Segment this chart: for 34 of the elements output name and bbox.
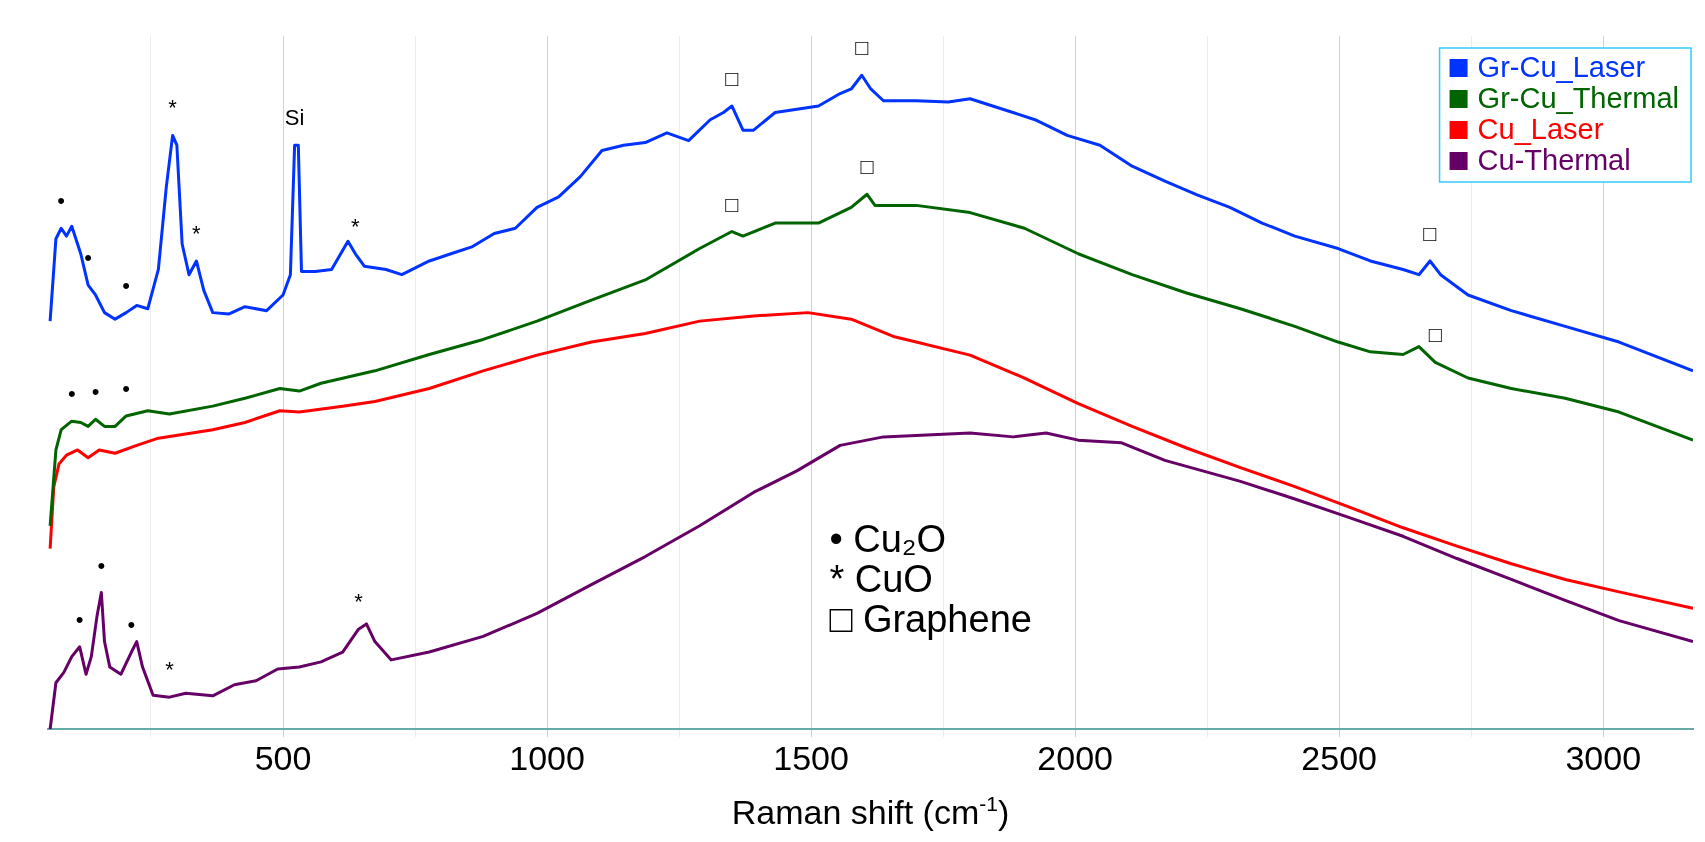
annotation: • [75, 606, 84, 632]
x-tick-label: 500 [254, 738, 312, 777]
annotation: * [168, 95, 178, 121]
annotation: * CuO [829, 558, 933, 601]
legend-label: Cu-Thermal [1477, 144, 1631, 176]
x-tick-label: 3000 [1565, 738, 1642, 777]
annotation: • [97, 552, 106, 578]
x-tick-label: 2000 [1037, 738, 1113, 777]
annotation: □ [725, 191, 739, 217]
annotation: Si [284, 105, 305, 131]
annotation: □ [1423, 221, 1437, 247]
x-tick-label: 1500 [773, 738, 849, 777]
annotation: □ [855, 35, 869, 61]
annotation: * [192, 221, 202, 247]
annotation: □ [860, 154, 874, 180]
annotation: • [127, 612, 136, 638]
annotation: • [122, 376, 131, 402]
annotation: □ Graphene [829, 598, 1032, 641]
annotation: • [57, 188, 66, 214]
annotation: • Cu₂O [829, 518, 947, 561]
annotation: □ [1428, 322, 1442, 348]
annotation: • [67, 381, 76, 407]
annotation: * [351, 213, 361, 239]
annotation: • [91, 379, 100, 405]
annotation: • [84, 245, 92, 271]
annotation: * [165, 657, 175, 683]
annotation: * [354, 589, 364, 615]
x-tick-label: 1000 [509, 738, 585, 777]
x-tick-label: 2500 [1301, 738, 1377, 777]
annotation: □ [725, 66, 739, 92]
legend-label: Cu_Laser [1477, 113, 1604, 145]
legend-label: Gr-Cu_Laser [1477, 51, 1646, 83]
annotation: • [122, 272, 131, 298]
legend-label: Gr-Cu_Thermal [1477, 82, 1680, 114]
